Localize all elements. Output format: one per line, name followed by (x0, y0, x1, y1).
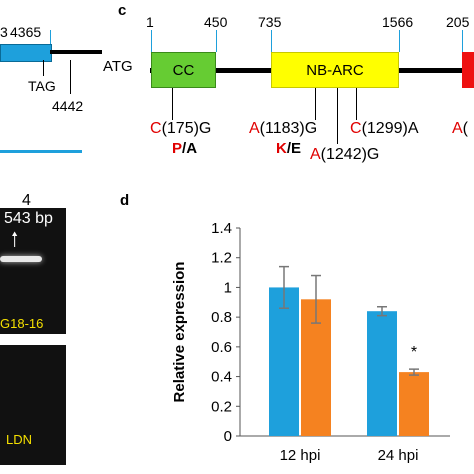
y-tick-label: 0 (224, 428, 232, 445)
y-tick-label: 1.4 (211, 220, 232, 237)
tag-tick (43, 60, 44, 76)
mutation-175-alt: G (198, 120, 212, 137)
lane-number: 4 (22, 192, 31, 209)
gene-model-box (0, 44, 52, 62)
aa-change-k-e: K/E (276, 140, 301, 157)
tick-4365 (50, 30, 51, 44)
y-tick-label: 1.2 (211, 250, 232, 267)
mutation-1242: A(1242)G (310, 146, 379, 164)
mutation-1242-alt: G (366, 146, 380, 163)
domain-nb-arc: NB-ARC (271, 52, 399, 88)
tick-pos-1566 (399, 30, 400, 52)
mutation-1299-pos: (1299) (361, 120, 408, 137)
pos-label-205: 205 (446, 14, 470, 30)
coord-end-label: 4442 (52, 98, 84, 114)
tick-pos-205 (462, 30, 463, 52)
significance-marker: * (411, 344, 417, 361)
pos-label-1566: 1566 (382, 14, 414, 30)
domain-nb-arc-label: NB-ARC (306, 61, 364, 79)
mutation-1183-ref: A (249, 120, 260, 137)
y-tick-label: 0.2 (211, 398, 232, 415)
tick-pos-1 (151, 30, 152, 52)
aa-change-p-a-sep: / (182, 140, 187, 157)
y-axis-label: Relative expression (171, 262, 188, 403)
coord-start-label: 4365 (10, 24, 42, 40)
domain-lrr (462, 52, 474, 88)
stem-1183 (315, 88, 316, 120)
tick-pos-735 (271, 30, 272, 52)
mutation-175: C(175)G (150, 120, 211, 138)
aa-change-k-e-ref: K (276, 140, 287, 157)
y-tick-label: 1 (224, 279, 232, 296)
stem-1242 (337, 88, 338, 144)
mutation-1242-ref: A (310, 146, 321, 163)
expression-chart: Relative expression 0 0.2 0.4 0.6 0.8 1 1.2 1.4… (171, 220, 450, 464)
stem-1299 (356, 88, 357, 120)
up-arrow-icon: 🠑 (11, 229, 19, 251)
pos-label-735: 735 (258, 14, 282, 30)
y-tick-label: 0.4 (211, 369, 232, 386)
dna-band (0, 256, 42, 262)
pos-label-1: 1 (146, 14, 154, 30)
stop-codon-label: TAG (28, 78, 56, 94)
bar (269, 287, 299, 436)
stem-175 (172, 88, 173, 120)
mutation-1242-pos: (1242) (320, 146, 367, 163)
aa-change-p-a: P/A (172, 140, 197, 157)
panel-d-letter: d (120, 192, 130, 209)
mutation-1183: A(1183)G (249, 120, 317, 138)
mutation-cropped: A( (452, 120, 468, 138)
mutation-1299: C(1299)A (350, 120, 418, 138)
gene-model-line (50, 50, 102, 54)
aa-change-p-a-alt: A (186, 140, 198, 157)
mutation-cropped-ref: A (452, 120, 463, 137)
start-codon-label: ATG (103, 58, 133, 75)
mutation-1299-ref: C (350, 120, 362, 137)
gel-bottom (0, 345, 66, 465)
mutation-1183-pos: (1183) (259, 120, 305, 137)
pos-label-450: 450 (204, 14, 228, 30)
band-size-label: 543 bp (4, 210, 53, 227)
bottom-gel-label: LDN (6, 432, 33, 447)
top-gel-label: G18-16 (0, 316, 44, 331)
mutation-1299-alt: A (407, 120, 419, 137)
y-tick-label: 0.8 (211, 309, 232, 326)
bar (399, 372, 429, 436)
tick-pos-450 (216, 30, 217, 52)
chart-layer: 0 0.2 0.4 0.6 0.8 1 1.2 1.4 12 hpi 24 hpi * (211, 220, 450, 464)
y-tick-label: 0.6 (211, 339, 232, 356)
gel-top (0, 208, 66, 334)
aa-change-p-a-ref: P (172, 140, 183, 157)
amplicon-line (0, 150, 82, 153)
x-tick-label: 12 hpi (280, 447, 321, 464)
domain-cc-label: CC (172, 61, 195, 79)
mutation-175-pos: (175) (161, 120, 199, 137)
mutation-cropped-pos: ( (462, 120, 468, 137)
mutation-175-ref: C (150, 120, 162, 137)
aa-change-k-e-sep: / (286, 140, 292, 157)
x-tick-label: 24 hpi (378, 447, 419, 464)
domain-cc: CC (151, 52, 216, 88)
aa-change-k-e-alt: E (291, 140, 302, 157)
panel-c-letter: c (118, 2, 127, 19)
bar (367, 311, 397, 436)
coord-cut-label: 3 (0, 24, 8, 40)
mutation-1183-alt: G (304, 120, 318, 137)
end-tick (70, 60, 71, 94)
